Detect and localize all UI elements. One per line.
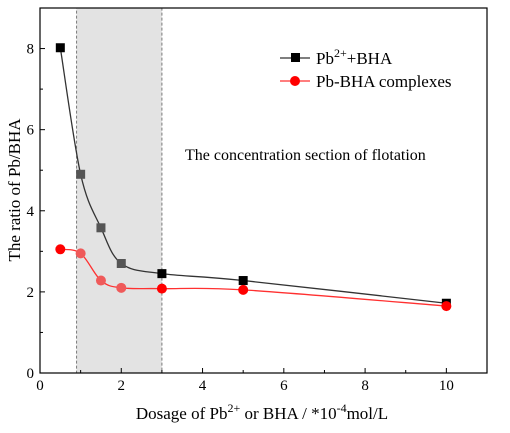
data-point-square [157, 269, 167, 279]
data-point-circle [75, 248, 86, 259]
y-tick-label: 2 [27, 285, 35, 301]
x-tick-label: 10 [439, 378, 454, 394]
series-group [55, 43, 452, 312]
y-tick-label: 8 [27, 42, 35, 58]
x-tick-label: 0 [36, 378, 44, 394]
y-tick-label: 6 [27, 123, 35, 139]
legend-label-pb-bha: Pb2++BHA [316, 46, 393, 68]
plot-frame [39, 7, 488, 374]
x-axis-title-part-1: Dosage of Pb [136, 404, 228, 423]
legend-label-complexes: Pb-BHA complexes [316, 72, 452, 91]
data-point-circle [55, 244, 66, 255]
data-point-square [96, 223, 106, 233]
series-line-0 [59, 47, 447, 304]
data-point-square [116, 259, 126, 268]
x-axis-title-part-3: mol/L [347, 404, 389, 423]
legend: Pb2++BHA Pb-BHA complexes [280, 46, 452, 91]
flotation-section-shade [76, 7, 163, 374]
y-tick-label: 0 [27, 366, 35, 382]
legend-label-pb-bha-part-1: Pb [316, 49, 334, 68]
legend-label-pb-bha-superscript: 2+ [334, 46, 347, 60]
data-point-square [55, 43, 65, 53]
y-tick-label: 4 [27, 204, 35, 220]
y-axis-ticks: 0 2 4 6 8 [27, 42, 45, 382]
legend-marker-square [291, 53, 300, 62]
y-axis-title: The ratio of Pb/BHA [5, 118, 24, 262]
legend-marker-circle [290, 76, 300, 86]
x-tick-label: 6 [280, 378, 288, 394]
x-axis-title: Dosage of Pb2+ or BHA / *10-4mol/L [136, 401, 388, 423]
x-axis-title-part-2: or BHA / *10 [240, 404, 336, 423]
data-point-square [238, 276, 248, 286]
x-tick-label: 4 [199, 378, 207, 394]
x-tick-label: 8 [361, 378, 369, 394]
legend-label-pb-bha-part-2: +BHA [347, 49, 393, 68]
data-point-square [76, 169, 86, 179]
data-point-circle [116, 282, 127, 293]
data-point-circle [441, 301, 452, 312]
x-axis-title-superscript-1: 2+ [227, 401, 240, 415]
x-axis-ticks: 0 2 4 6 8 10 [36, 368, 454, 394]
data-point-circle [156, 283, 167, 294]
data-point-circle [95, 275, 106, 286]
flotation-section-label: The concentration section of flotation [185, 147, 426, 164]
x-axis-title-superscript-2: -4 [337, 401, 347, 415]
data-point-circle [238, 284, 249, 295]
x-tick-label: 2 [118, 378, 126, 394]
